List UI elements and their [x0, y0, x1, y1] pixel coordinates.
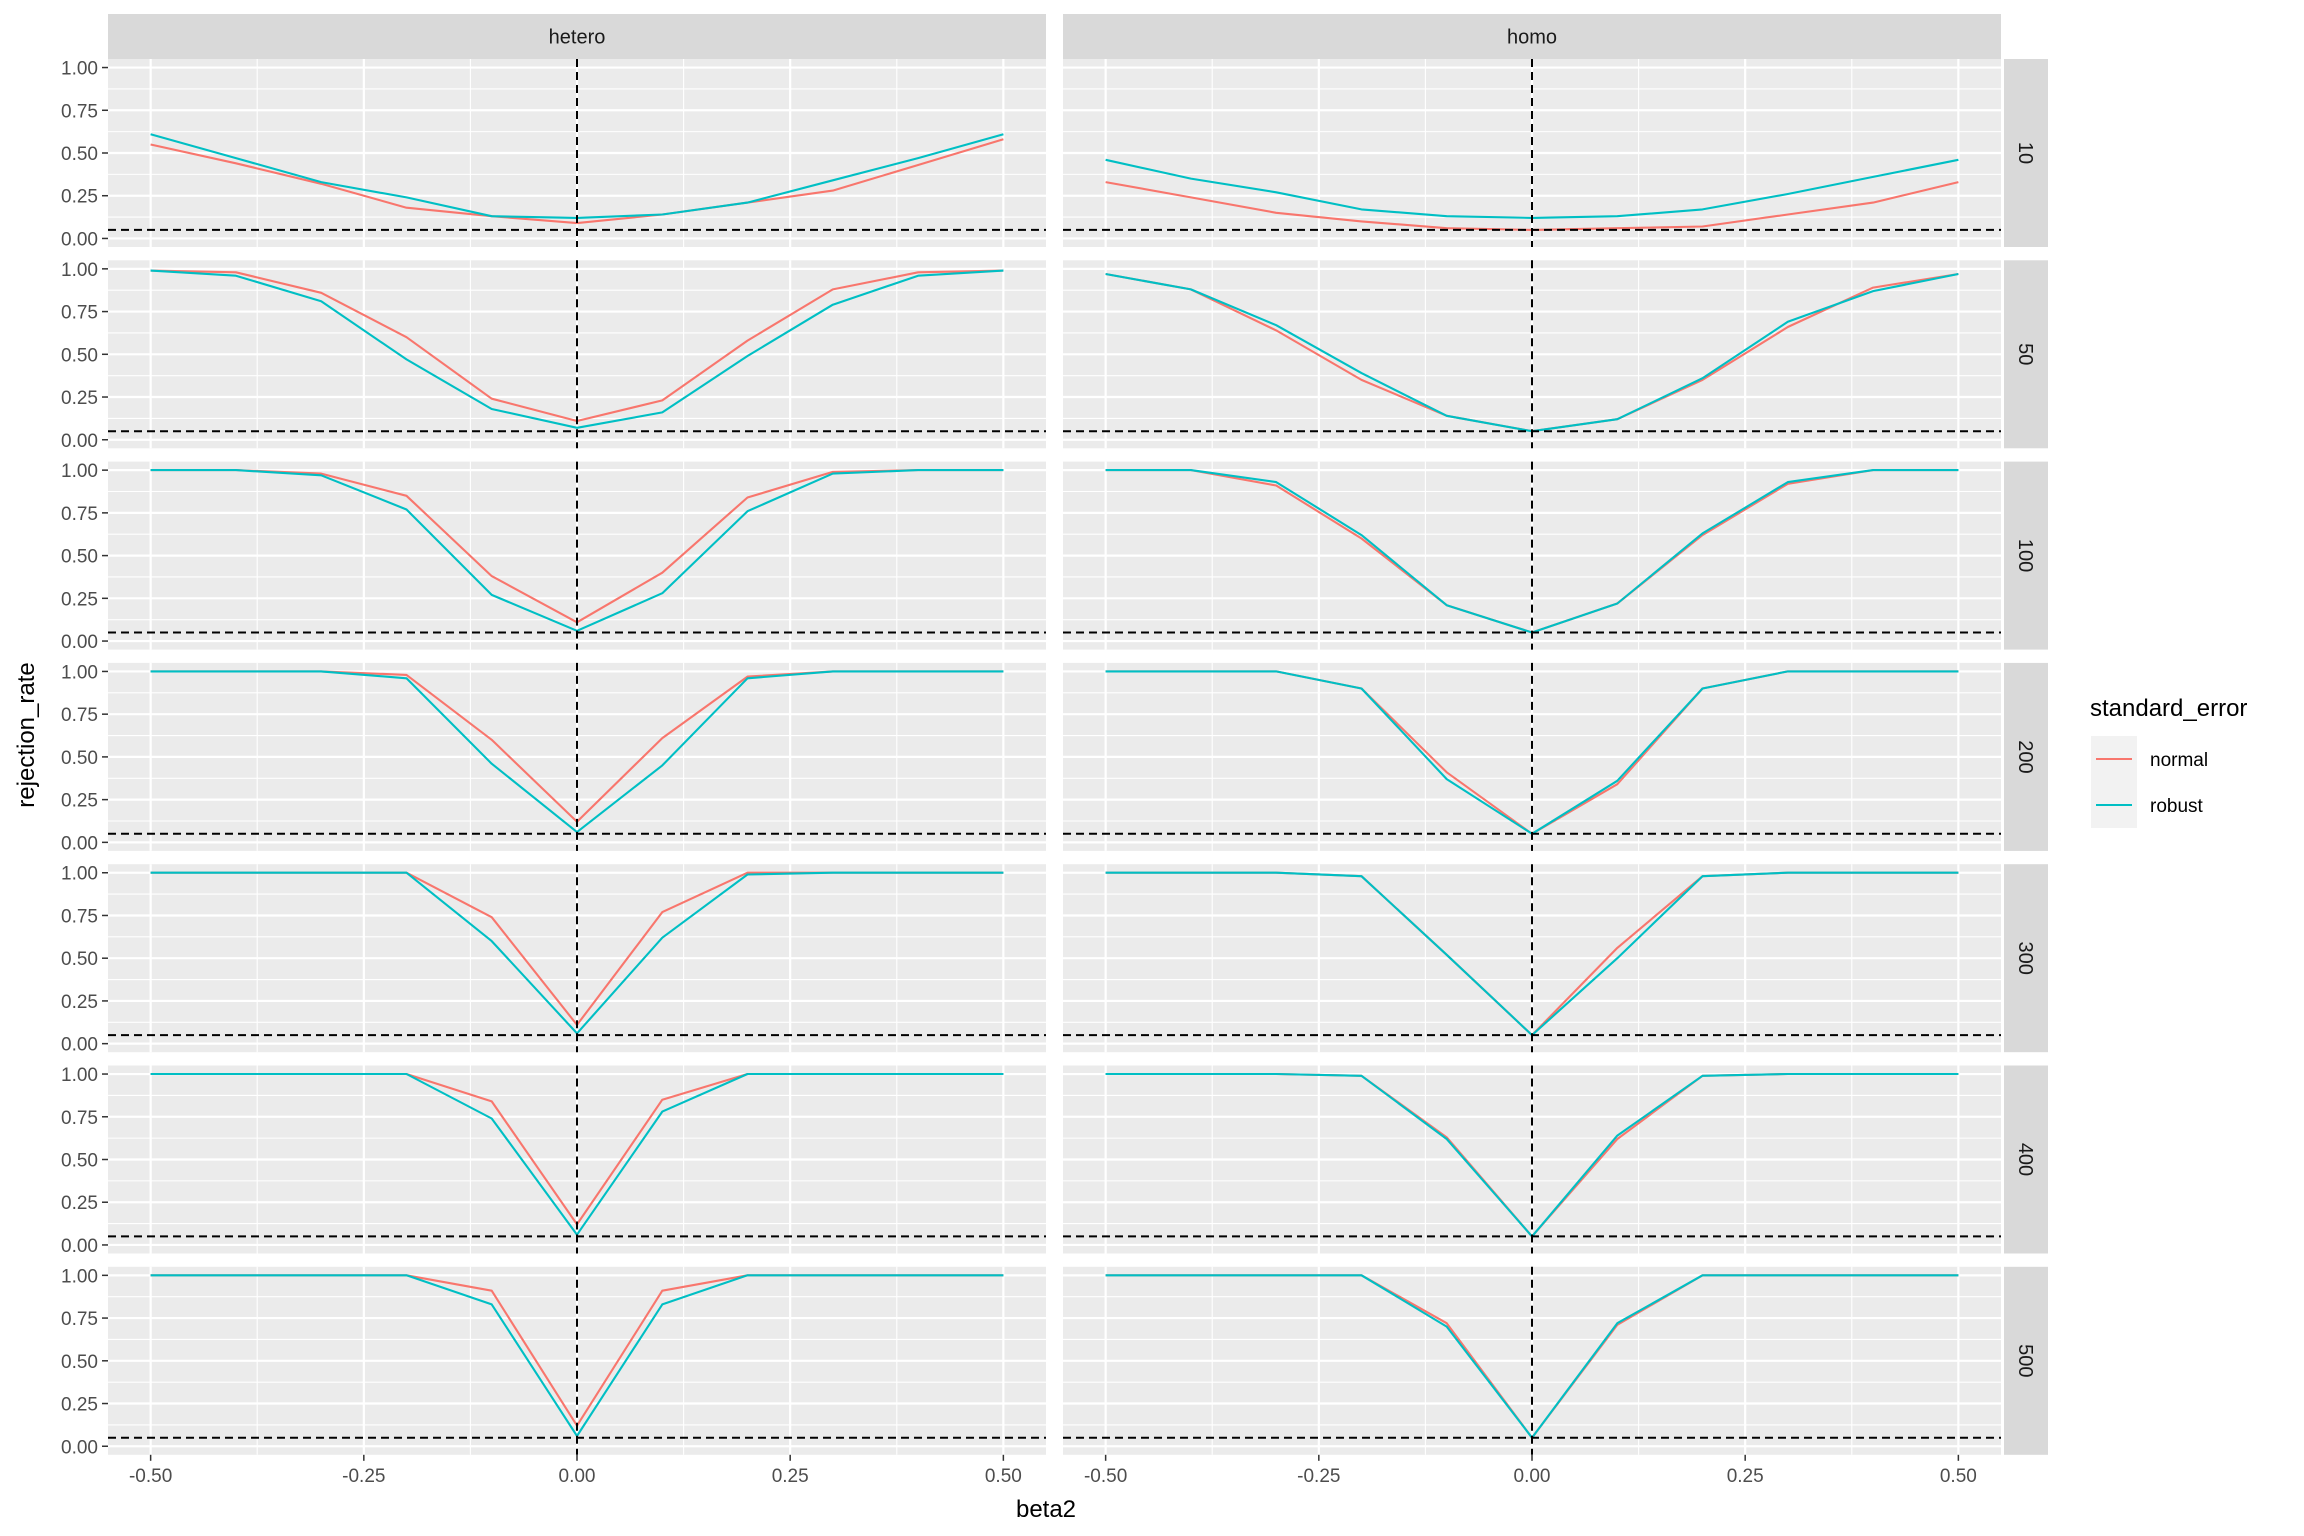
y-tick-label: 0.75: [61, 705, 98, 726]
legend: standard_error normal robust: [2090, 695, 2247, 828]
y-tick-label: 0.50: [61, 748, 98, 769]
row-strip-label: 200: [2014, 740, 2036, 773]
x-tick-label: 0.00: [559, 1466, 596, 1487]
facet-panel: [108, 864, 1046, 1053]
y-tick-label: 0.25: [61, 589, 98, 610]
row-strip-label: 50: [2014, 343, 2036, 365]
row-strip-label: 500: [2014, 1344, 2036, 1377]
legend-label: robust: [2150, 796, 2204, 817]
x-tick-label: 0.25: [772, 1466, 809, 1487]
x-tick-label: -0.25: [342, 1466, 385, 1487]
y-tick-label: 1.00: [61, 1266, 98, 1287]
panels: [108, 59, 2001, 1455]
y-tick-label: 0.00: [61, 431, 98, 452]
column-strip: [108, 14, 1046, 59]
y-tick-label: 0.50: [61, 1151, 98, 1172]
row-strip-label: 400: [2014, 1143, 2036, 1176]
axes: 0.00 0.25 0.50 0.75 1.00 0.00 0.25 0.50 0.75 1.00…: [61, 59, 1977, 1487]
y-tick-label: 0.25: [61, 187, 98, 208]
y-tick-label: 0.00: [61, 229, 98, 250]
x-tick-label: -0.50: [1084, 1466, 1127, 1487]
row-strip: [2004, 1065, 2048, 1254]
y-tick-label: 0.25: [61, 1193, 98, 1214]
y-tick-label: 0.75: [61, 1309, 98, 1330]
facet-panel: [1063, 1266, 2001, 1455]
y-axis-title: rejection_rate: [13, 662, 40, 807]
y-tick-label: 1.00: [61, 260, 98, 281]
facet-panel: [108, 59, 1046, 247]
y-tick-label: 0.25: [61, 791, 98, 812]
facet-panel: [108, 662, 1046, 851]
y-tick-label: 0.50: [61, 1352, 98, 1373]
row-strip-label: 100: [2014, 539, 2036, 572]
x-tick-label: 0.25: [1727, 1466, 1764, 1487]
row-strip: [2004, 864, 2048, 1053]
row-strip: [2004, 1266, 2048, 1455]
y-tick-label: 1.00: [61, 662, 98, 683]
x-tick-label: 0.00: [1514, 1466, 1551, 1487]
facet-panel: [108, 461, 1046, 650]
series-line-robust: [150, 269, 1004, 429]
y-tick-label: 0.50: [61, 144, 98, 165]
facet-panel: [1063, 59, 2001, 247]
row-strip-label: 300: [2014, 942, 2036, 975]
y-tick-label: 0.75: [61, 504, 98, 525]
row-strip: [2004, 260, 2048, 449]
y-tick-label: 0.50: [61, 345, 98, 366]
facet-panel: [1063, 864, 2001, 1053]
y-tick-label: 1.00: [61, 59, 98, 80]
x-tick-label: -0.25: [1297, 1466, 1340, 1487]
y-tick-label: 0.75: [61, 101, 98, 122]
y-tick-label: 0.75: [61, 1108, 98, 1129]
series-line-normal: [150, 138, 1004, 225]
y-tick-label: 0.00: [61, 1437, 98, 1458]
facet-panel: [108, 1266, 1046, 1455]
y-tick-label: 0.75: [61, 303, 98, 324]
y-tick-label: 0.25: [61, 1395, 98, 1416]
facet-panel: [1063, 260, 2001, 449]
y-tick-label: 0.00: [61, 632, 98, 653]
y-tick-label: 0.25: [61, 992, 98, 1013]
x-tick-label: -0.50: [129, 1466, 172, 1487]
column-strip: [1063, 14, 2001, 59]
row-strip: [2004, 461, 2048, 650]
facet-strips: hetero homo 10 50 100 200 300 400 500: [108, 14, 2048, 1455]
facet-panel: [1063, 662, 2001, 851]
y-tick-label: 0.50: [61, 949, 98, 970]
y-tick-label: 1.00: [61, 461, 98, 482]
y-tick-label: 0.00: [61, 1236, 98, 1257]
y-tick-label: 0.50: [61, 547, 98, 568]
column-strip-label: hetero: [549, 27, 606, 49]
y-tick-label: 1.00: [61, 1065, 98, 1086]
y-tick-label: 0.00: [61, 1035, 98, 1056]
row-strip-label: 10: [2014, 142, 2036, 164]
y-tick-label: 1.00: [61, 864, 98, 885]
legend-label: normal: [2150, 750, 2208, 771]
x-tick-label: 0.50: [985, 1466, 1022, 1487]
facet-panel: [108, 260, 1046, 449]
column-strip-label: homo: [1507, 27, 1557, 49]
x-tick-label: 0.50: [1940, 1466, 1977, 1487]
y-tick-label: 0.25: [61, 388, 98, 409]
facet-panel: [108, 1065, 1046, 1254]
facet-panel: [1063, 461, 2001, 650]
row-strip: [2004, 59, 2048, 247]
x-axis-title: beta2: [1016, 1496, 1076, 1523]
facet-panel: [1063, 1065, 2001, 1254]
legend-title: standard_error: [2090, 695, 2247, 722]
y-tick-label: 0.00: [61, 833, 98, 854]
y-tick-label: 0.75: [61, 906, 98, 927]
row-strip: [2004, 662, 2048, 851]
